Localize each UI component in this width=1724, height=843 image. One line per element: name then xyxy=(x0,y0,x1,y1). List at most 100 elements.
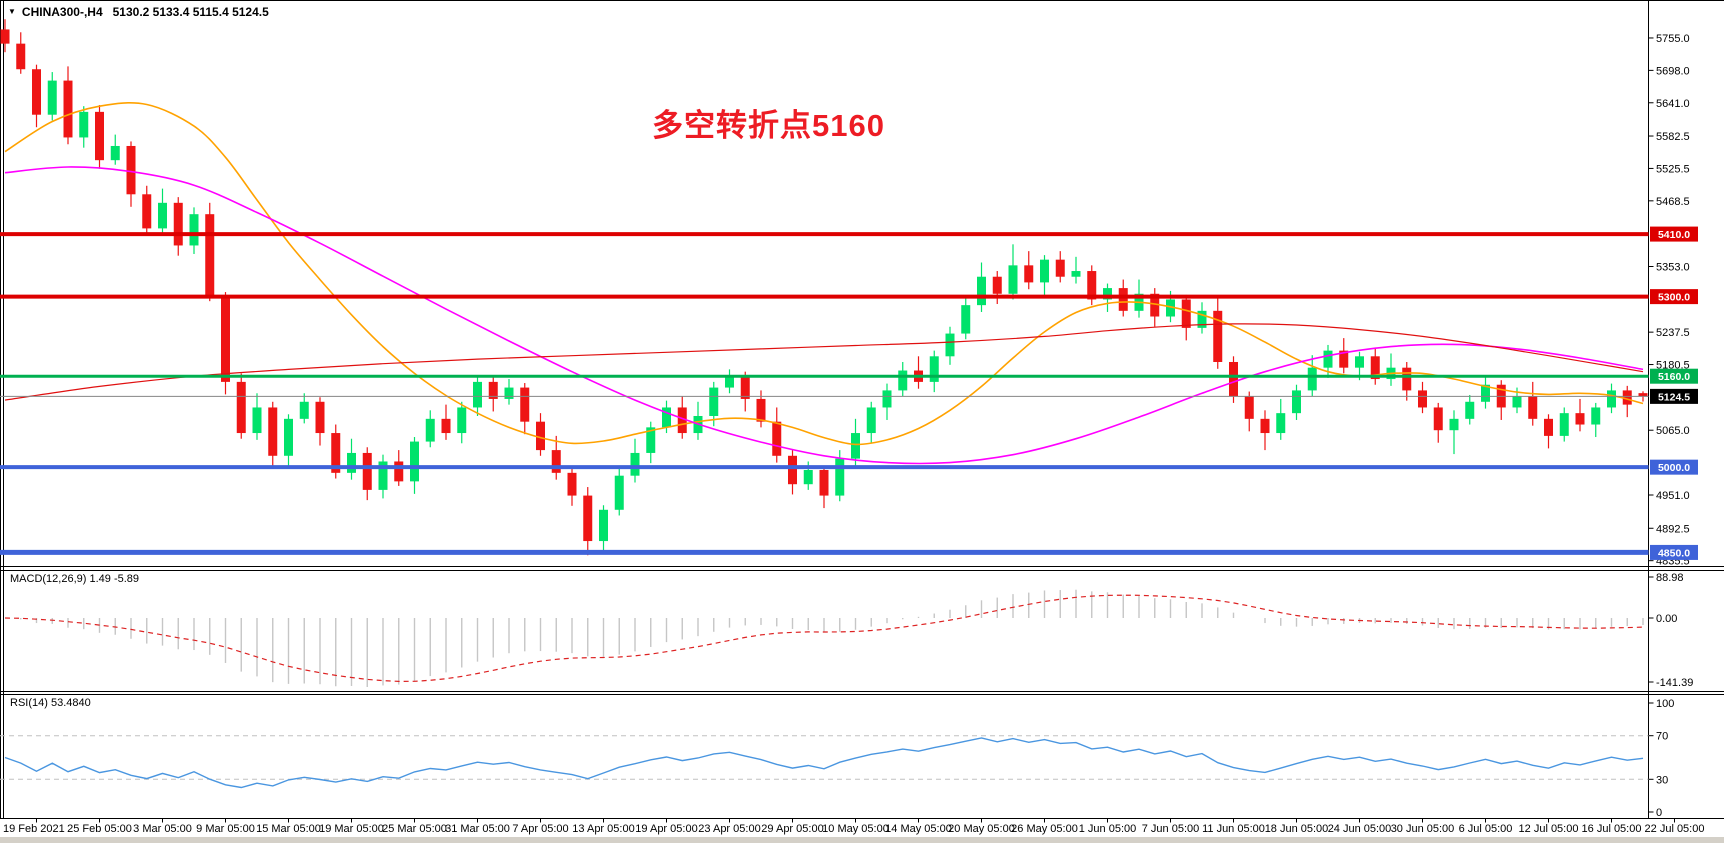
macd-axis-label: 0.00 xyxy=(1656,613,1677,625)
price-chip-5160.0[interactable] xyxy=(1650,368,1698,384)
time-label: 25 Feb 05:00 xyxy=(67,823,132,835)
candle-bull xyxy=(347,452,356,473)
time-label: 25 Mar 05:00 xyxy=(382,823,447,835)
candle-bull xyxy=(866,407,876,434)
price-tick-label: 5180.5 xyxy=(1656,360,1690,372)
candle-bull xyxy=(504,387,514,399)
price-tick-label: 4951.0 xyxy=(1656,490,1690,502)
candle-bear xyxy=(1339,350,1349,368)
candle-bull xyxy=(79,111,89,138)
candle-bear xyxy=(95,111,104,161)
hlines-group[interactable] xyxy=(0,232,1649,555)
price-chip-5300.0[interactable] xyxy=(1650,289,1698,305)
time-label: 19 Feb 2021 xyxy=(3,823,65,835)
time-label: 24 Jun 05:00 xyxy=(1328,823,1392,835)
rsi-indicator-label: RSI(14) 53.4840 xyxy=(10,697,91,709)
candle-bear xyxy=(992,276,1002,294)
price-tick-label: 5698.0 xyxy=(1656,65,1690,77)
time-label: 16 Jul 05:00 xyxy=(1582,823,1642,835)
candle-bear xyxy=(0,29,10,44)
svg-text:4850.0: 4850.0 xyxy=(1658,547,1690,559)
macd-indicator-label: MACD(12,26,9) 1.49 -5.89 xyxy=(10,573,139,585)
candle-bull xyxy=(599,509,608,542)
symbol-dropdown-icon[interactable]: ▼ xyxy=(8,7,16,16)
candle-bull xyxy=(1607,390,1616,408)
candle-bull xyxy=(110,145,120,161)
symbol-name: CHINA300-,H4 xyxy=(21,5,103,19)
candle-bull xyxy=(299,401,309,419)
candle-bull xyxy=(1103,288,1112,300)
price-axis[interactable]: 5755.0 5698.0 5641.0 5582.5 5525.5 5468.5 5353… xyxy=(1648,33,1699,568)
macd-name: MACD(12,26,9) xyxy=(10,573,87,585)
time-label: 15 Mar 05:00 xyxy=(256,823,321,835)
candle-bear xyxy=(331,433,341,473)
macd-signal-line xyxy=(4,594,1644,683)
candle-bear xyxy=(1575,413,1585,425)
time-label: 19 Apr 05:00 xyxy=(635,823,697,835)
price-tick-label: 5582.5 xyxy=(1656,131,1690,143)
candle-bull xyxy=(1323,350,1333,368)
time-label: 11 Jun 05:00 xyxy=(1202,823,1265,835)
price-chip-5000.0[interactable] xyxy=(1650,459,1698,475)
time-label: 7 Apr 05:00 xyxy=(512,823,568,835)
candle-bear xyxy=(1402,367,1412,391)
candle-bear xyxy=(441,418,451,434)
candle-bear xyxy=(1087,271,1097,300)
candle-bear xyxy=(16,43,26,70)
candle-bear xyxy=(1622,390,1632,405)
time-label: 3 Mar 05:00 xyxy=(133,823,192,835)
candle-bull xyxy=(1591,407,1601,425)
candle-bull xyxy=(1008,265,1018,294)
price-tick-label: 5525.5 xyxy=(1656,163,1690,175)
rsi-panel[interactable]: 100 70 30 0 xyxy=(0,698,1674,819)
time-label: 23 Apr 05:00 xyxy=(698,823,760,835)
candle-bull xyxy=(630,452,640,476)
current-price-chip[interactable] xyxy=(1650,388,1698,404)
macd-panel[interactable]: 88.98 0.00 -141.39 xyxy=(4,572,1693,689)
macd-values: 1.49 -5.89 xyxy=(89,573,140,585)
price-chip-5410.0[interactable] xyxy=(1650,226,1698,242)
price-chip-4850.0[interactable] xyxy=(1650,544,1698,560)
candle-bear xyxy=(677,407,687,434)
candle-bull xyxy=(1481,384,1490,402)
candle-bull xyxy=(425,418,435,442)
symbol-readout: ▼ CHINA300-,H4 5130.2 5133.4 5115.4 5124… xyxy=(8,5,269,19)
candle-bull xyxy=(945,333,955,357)
candle-bear xyxy=(1024,265,1034,283)
candle-bear xyxy=(126,145,136,195)
candle-bear xyxy=(205,214,215,297)
candle-bear xyxy=(583,495,593,542)
rsi-axis-label: 100 xyxy=(1656,698,1674,710)
candle-bear xyxy=(1118,288,1128,311)
candle-bull xyxy=(646,427,656,453)
svg-text:5300.0: 5300.0 xyxy=(1658,292,1690,304)
candle-bull xyxy=(378,461,388,490)
time-axis[interactable]: 19 Feb 2021 25 Feb 05:00 3 Mar 05:00 9 Mar … xyxy=(3,818,1705,836)
candle-bull xyxy=(1166,299,1175,317)
time-label: 22 Jul 05:00 xyxy=(1645,823,1705,835)
candle-bear xyxy=(315,401,325,434)
candle-bull xyxy=(1449,418,1459,431)
ma-overlays xyxy=(4,102,1644,465)
svg-text:5000.0: 5000.0 xyxy=(1658,462,1690,474)
candles-group[interactable] xyxy=(0,19,1648,556)
svg-text:5410.0: 5410.0 xyxy=(1658,229,1690,241)
time-label: 6 Jul 05:00 xyxy=(1459,823,1513,835)
candle-bull xyxy=(898,370,908,391)
candle-bear xyxy=(394,461,404,482)
candle-bull xyxy=(1512,396,1522,408)
candle-bear xyxy=(772,421,782,456)
candle-bear xyxy=(1260,418,1270,434)
candle-bull xyxy=(1040,259,1049,283)
candle-bull xyxy=(1071,271,1081,277)
candle-bull xyxy=(457,407,467,434)
candle-bull xyxy=(189,214,199,246)
price-tick-label: 5237.5 xyxy=(1656,327,1690,339)
turning-point-annotation[interactable]: 多空转折点5160 xyxy=(652,108,885,143)
candle-bear xyxy=(1370,356,1380,380)
candle-bear xyxy=(740,376,750,399)
time-label: 20 May 05:00 xyxy=(948,823,1015,835)
